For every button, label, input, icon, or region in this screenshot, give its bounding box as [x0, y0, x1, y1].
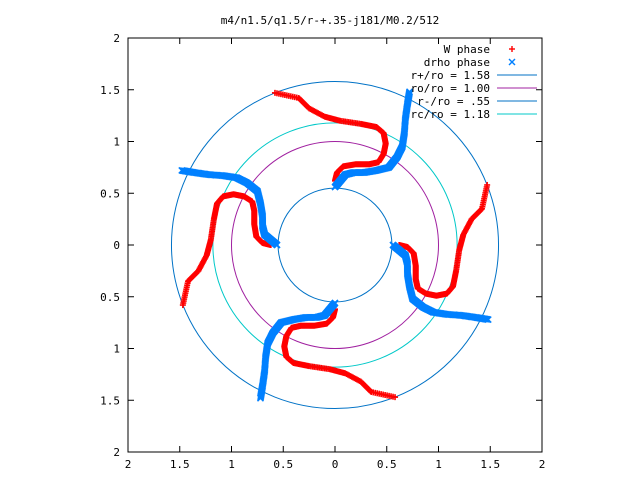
legend-label: r+/ro = 1.58 [411, 69, 490, 82]
circle-rc [212, 122, 458, 368]
legend-key [508, 58, 516, 66]
y-tick-label: 0.5 [100, 291, 120, 304]
axis-ticks: 2 1.5 1 0.5 0 0.5 1 1.5 221.510.500.511.52 [100, 32, 545, 471]
drho-phase-point [389, 241, 397, 249]
w-phase-point [271, 89, 278, 96]
y-tick-label: 1 [113, 343, 120, 356]
y-tick-label: 1 [113, 136, 120, 149]
legend-label: W phase [444, 43, 490, 56]
legend-label: ro/ro = 1.00 [411, 82, 490, 95]
x-tick-label: 0.5 [377, 458, 397, 471]
w-phase-point [179, 302, 186, 309]
drho-phase-point [331, 183, 339, 191]
circle-r- [277, 187, 393, 303]
x-tick-label: 1 [435, 458, 442, 471]
w-phase-point [392, 394, 399, 401]
x-tick-label: 1 [228, 458, 235, 471]
x-tick-label: 1.5 [170, 458, 190, 471]
chart-title: m4/n1.5/q1.5/r-+.35-j181/M0.2/512 [221, 14, 440, 27]
w-phase-point [484, 181, 491, 188]
legend-label: r-/ro = .55 [417, 95, 490, 108]
x-tick-label: 0 [332, 458, 339, 471]
x-tick-label: 0.5 [273, 458, 293, 471]
y-tick-label: 0.5 [100, 187, 120, 200]
legend-label: drho phase [424, 56, 490, 69]
x-tick-label: 1.5 [480, 458, 500, 471]
y-tick-label: 1.5 [100, 394, 120, 407]
legend-label: rc/ro = 1.18 [411, 108, 490, 121]
y-tick-label: 1.5 [100, 84, 120, 97]
radius-circles [170, 80, 500, 410]
legend-key [509, 46, 515, 52]
y-tick-label: 2 [113, 446, 120, 459]
x-tick-label: 2 [539, 458, 546, 471]
x-tick-label: 2 [125, 458, 132, 471]
y-tick-label: 0 [113, 239, 120, 252]
phase-series [178, 88, 492, 402]
circle-ro [231, 141, 439, 349]
y-tick-label: 2 [113, 32, 120, 45]
drho-phase-point [273, 241, 281, 249]
drho-phase-point [331, 299, 339, 307]
circle-r+ [170, 80, 500, 410]
